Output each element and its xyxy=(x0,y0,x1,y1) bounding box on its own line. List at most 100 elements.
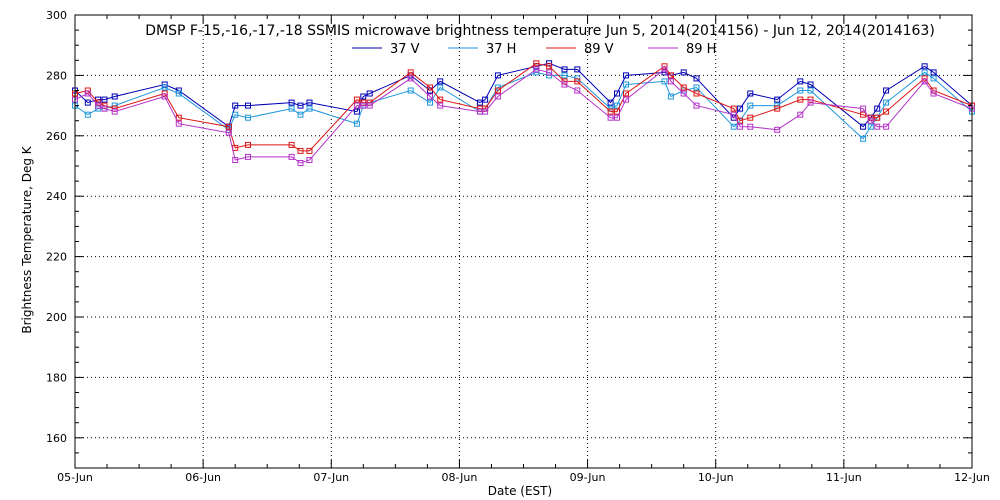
legend-label: 37 H xyxy=(486,42,516,57)
data-point xyxy=(867,123,874,130)
data-point xyxy=(306,147,313,154)
data-point xyxy=(494,72,501,79)
chart-legend: 37 V 37 H 89 V 89 H xyxy=(352,42,716,57)
data-point xyxy=(921,63,928,70)
data-point xyxy=(437,102,444,109)
data-point xyxy=(883,108,890,115)
x-tick-label: 06-Jun xyxy=(185,471,221,484)
data-point xyxy=(883,123,890,130)
data-point xyxy=(737,105,744,112)
data-point xyxy=(747,114,754,121)
data-point xyxy=(494,87,501,94)
data-point xyxy=(546,63,553,70)
data-point xyxy=(661,78,668,85)
data-point xyxy=(84,111,91,118)
data-point xyxy=(747,90,754,97)
data-point xyxy=(730,111,737,118)
y-tick-label: 160 xyxy=(46,432,67,445)
data-point xyxy=(306,157,313,163)
data-point xyxy=(306,99,313,106)
data-point xyxy=(860,123,867,130)
data-point xyxy=(874,123,881,130)
data-point xyxy=(360,93,367,100)
data-point xyxy=(353,96,360,103)
x-axis-label: Date (EST) xyxy=(488,484,552,498)
data-point xyxy=(366,102,373,109)
data-point xyxy=(288,99,295,106)
data-point xyxy=(693,102,700,109)
data-point xyxy=(921,78,928,85)
data-point xyxy=(111,108,118,115)
data-point xyxy=(623,90,629,97)
data-point xyxy=(175,120,182,127)
data-point xyxy=(860,105,867,112)
data-point xyxy=(407,69,414,76)
data-point xyxy=(883,87,890,94)
data-point xyxy=(533,60,540,67)
data-point xyxy=(680,69,687,76)
data-point xyxy=(245,102,251,109)
data-point xyxy=(883,99,890,106)
data-point xyxy=(353,102,360,109)
data-point xyxy=(297,111,304,118)
data-point xyxy=(407,87,414,94)
data-point xyxy=(245,114,251,121)
data-point xyxy=(667,72,674,79)
data-point xyxy=(860,111,867,118)
data-point xyxy=(747,102,754,109)
data-point xyxy=(437,84,444,91)
data-point xyxy=(306,105,313,112)
x-tick-label: 11-Jun xyxy=(826,471,862,484)
data-point xyxy=(533,66,540,73)
data-point xyxy=(667,93,674,100)
data-point xyxy=(661,66,668,73)
data-point xyxy=(360,102,367,109)
y-tick-label: 180 xyxy=(46,371,67,384)
y-tick-label: 240 xyxy=(46,190,67,203)
legend-label: 37 V xyxy=(390,42,420,57)
data-point xyxy=(737,117,744,124)
data-point xyxy=(225,129,232,136)
series-line xyxy=(74,68,973,164)
data-point xyxy=(353,120,360,127)
data-point xyxy=(437,78,444,85)
data-point xyxy=(232,157,239,163)
data-point xyxy=(95,102,102,109)
data-point xyxy=(561,81,568,88)
data-point xyxy=(288,141,295,148)
data-point xyxy=(747,123,754,130)
data-point xyxy=(245,141,251,148)
legend-label: 89 H xyxy=(686,42,716,57)
y-axis-label: Brightness Temperature, Deg K xyxy=(20,145,34,333)
data-point xyxy=(101,96,108,103)
data-point xyxy=(623,96,629,103)
y-tick-label: 220 xyxy=(46,251,67,264)
data-point xyxy=(225,123,232,130)
data-point xyxy=(366,90,373,97)
series-line xyxy=(74,71,973,140)
x-tick-label: 12-Jun xyxy=(954,471,990,484)
data-point xyxy=(807,87,814,94)
data-point xyxy=(774,126,781,133)
data-point xyxy=(482,108,489,115)
data-point xyxy=(574,66,581,73)
data-point xyxy=(860,135,867,142)
plot-frame xyxy=(74,14,973,469)
y-tick-label: 280 xyxy=(46,69,67,82)
data-point xyxy=(667,78,674,85)
series-line xyxy=(74,62,973,152)
data-point xyxy=(288,105,295,112)
legend-label: 89 V xyxy=(584,42,614,57)
data-point xyxy=(730,123,737,130)
data-point xyxy=(797,87,804,94)
x-tick-label: 07-Jun xyxy=(313,471,349,484)
data-point xyxy=(427,93,433,100)
data-point xyxy=(574,78,581,85)
data-point xyxy=(297,102,304,109)
data-point xyxy=(874,114,881,121)
data-point xyxy=(623,81,629,88)
x-tick-label: 09-Jun xyxy=(570,471,606,484)
y-tick-label: 300 xyxy=(46,9,67,22)
data-point xyxy=(84,90,91,97)
